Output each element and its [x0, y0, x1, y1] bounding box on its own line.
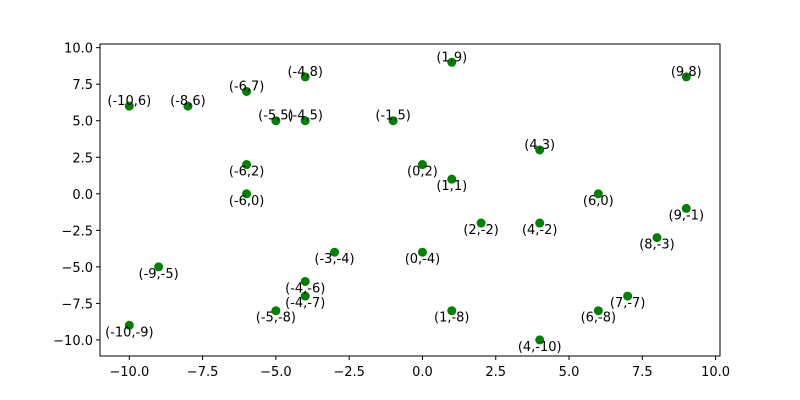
- point-label: (9,8): [671, 65, 702, 80]
- point-label: (-5,-8): [256, 311, 296, 326]
- x-tick-label: 10.0: [701, 365, 730, 380]
- x-tick-label: 2.5: [485, 365, 506, 380]
- y-tick-label: 10.0: [64, 42, 93, 57]
- point-label: (-3,-4): [314, 252, 354, 267]
- point-label: (4,3): [524, 138, 555, 153]
- scatter-point: [417, 160, 427, 170]
- scatter-point: [124, 320, 134, 330]
- scatter-point: [593, 306, 603, 316]
- point-label: (-4,5): [287, 109, 323, 124]
- point-label: (6,0): [583, 194, 614, 209]
- scatter-point: [124, 101, 134, 111]
- point-label: (1,9): [436, 50, 467, 65]
- scatter-point: [154, 262, 164, 272]
- scatter-point: [535, 335, 545, 345]
- point-label: (4,-2): [522, 223, 558, 238]
- point-label: (2,-2): [463, 223, 499, 238]
- scatter-point: [447, 174, 457, 184]
- x-tick-label: −5.0: [260, 365, 292, 380]
- y-tick-label: −7.5: [61, 297, 93, 312]
- point-label: (-8,6): [170, 94, 206, 109]
- point-label: (-10,-9): [105, 325, 153, 340]
- x-tick-label: −10.0: [109, 365, 149, 380]
- x-tick-label: −7.5: [187, 365, 219, 380]
- x-tick-label: 0.0: [412, 365, 433, 380]
- scatter-point: [242, 86, 252, 96]
- point-label: (-4,-6): [285, 281, 325, 296]
- point-label: (8,-3): [639, 238, 675, 253]
- scatter-point: [681, 72, 691, 82]
- point-label: (1,1): [436, 179, 467, 194]
- scatter-point: [535, 145, 545, 155]
- x-tick-label: 5.0: [559, 365, 580, 380]
- point-label: (0,-4): [405, 252, 441, 267]
- scatter-point: [300, 276, 310, 286]
- scatter-point: [242, 160, 252, 170]
- scatter-point: [300, 72, 310, 82]
- y-tick-label: 7.5: [72, 78, 93, 93]
- scatter-point: [476, 218, 486, 228]
- point-label: (6,-8): [581, 311, 617, 326]
- data-points: [124, 57, 691, 345]
- scatter-point: [271, 116, 281, 126]
- scatter-point: [183, 101, 193, 111]
- scatter-point: [681, 203, 691, 213]
- scatter-point: [447, 57, 457, 67]
- y-axis: −10.0 −7.5 −5.0 −2.5 0.0 2.5 5.0 7.5 10.0: [53, 42, 100, 349]
- scatter-point: [623, 291, 633, 301]
- x-tick-label: 7.5: [632, 365, 653, 380]
- point-label: (9,-1): [669, 208, 705, 223]
- point-label: (0,2): [407, 165, 438, 180]
- y-tick-label: −2.5: [61, 224, 93, 239]
- point-label: (-5,5): [258, 109, 294, 124]
- point-label: (-10,6): [107, 94, 151, 109]
- point-label: (1,-8): [434, 311, 470, 326]
- y-tick-label: −10.0: [53, 334, 93, 349]
- point-label: (4,-10): [518, 340, 562, 355]
- scatter-point: [593, 189, 603, 199]
- point-label: (7,-7): [610, 296, 646, 311]
- scatter-point: [447, 306, 457, 316]
- plot-area-frame: [99, 43, 721, 357]
- y-tick-label: 2.5: [72, 151, 93, 166]
- scatter-point: [300, 116, 310, 126]
- point-label: (-6,0): [229, 194, 265, 209]
- scatter-point: [300, 291, 310, 301]
- scatter-point: [417, 247, 427, 257]
- scatter-point: [330, 247, 340, 257]
- y-tick-label: −5.0: [61, 261, 93, 276]
- scatter-point: [535, 218, 545, 228]
- point-label: (-4,-7): [285, 296, 325, 311]
- x-axis: −10.0 −7.5 −5.0 −2.5 0.0 2.5 5.0 7.5 10.0: [109, 356, 730, 380]
- point-label: (-4,8): [287, 65, 323, 80]
- y-tick-label: 5.0: [72, 115, 93, 130]
- x-tick-label: −2.5: [333, 365, 365, 380]
- point-labels: (1,9) (-4,8) (9,8) (-6,7) (-10,6) (-8,6) (-5,5…: [105, 50, 704, 355]
- y-tick-label: 0.0: [72, 188, 93, 203]
- scatter-point: [271, 306, 281, 316]
- point-label: (-6,7): [229, 79, 265, 94]
- scatter-point: [388, 116, 398, 126]
- point-label: (-1,5): [375, 109, 411, 124]
- scatter-point: [652, 233, 662, 243]
- point-label: (-9,-5): [139, 267, 179, 282]
- point-label: (-6,2): [229, 165, 265, 180]
- scatter-point: [242, 189, 252, 199]
